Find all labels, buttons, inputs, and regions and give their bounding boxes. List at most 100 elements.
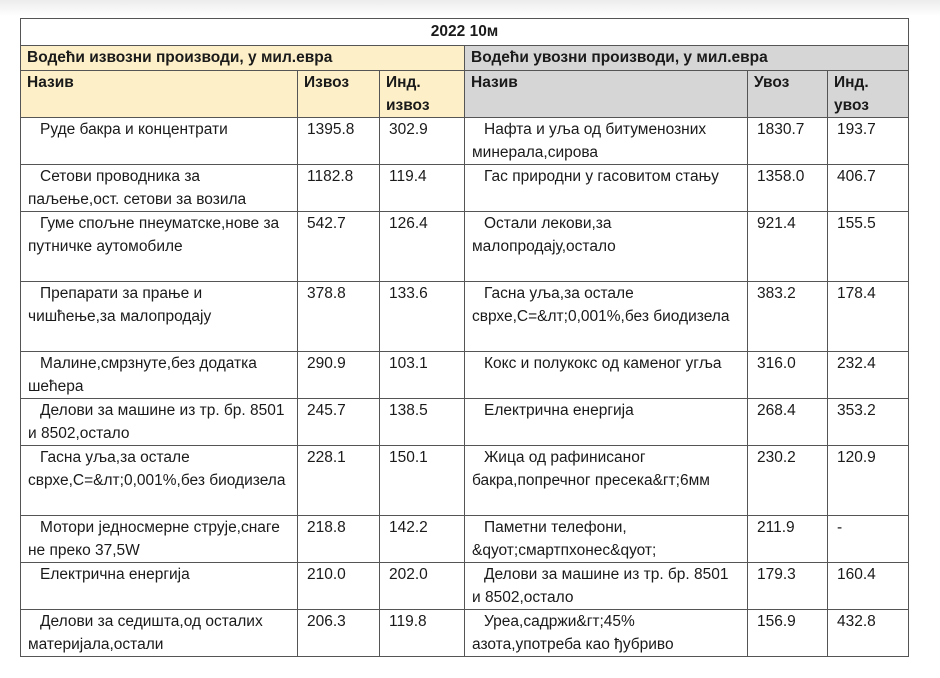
import-index: 120.9 [826, 445, 910, 516]
import-index: 155.5 [826, 211, 910, 282]
import-value: 383.2 [747, 281, 828, 352]
cell-text: Препарати за прање и чишћење,за малопрод… [28, 285, 212, 325]
import-index: 406.7 [826, 164, 910, 212]
column-header-row: Назив Извоз Инд. извоз Назив Увоз Инд. у… [20, 70, 910, 118]
col-header-import-value: Увоз [747, 70, 828, 118]
export-product-name: Препарати за прање и чишћење,за малопрод… [20, 281, 298, 352]
export-index: 302.9 [379, 117, 465, 165]
cell-text: Мотори једносмерне струје,снаге не преко… [28, 519, 280, 559]
cell-text: Уреа,садржи&гт;45% азота,употреба као ђу… [472, 613, 674, 653]
export-index: 119.8 [379, 609, 465, 657]
exports-section-title: Водећи извозни производи, у мил.евра [20, 45, 465, 71]
section-header-row: Водећи извозни производи, у мил.евра Вод… [20, 45, 910, 71]
export-product-name: Гуме спољне пнеуматске,нове за путничке … [20, 211, 298, 282]
export-value: 245.7 [297, 398, 380, 446]
table-row: Руде бакра и концентрати 1395.8 302.9 Нафта… [20, 117, 910, 165]
cell-text: Гасна уља,за остале сврхе,С=&лт;0,001%,б… [472, 285, 730, 325]
cell-text: Малине,смрзнуте,без додатка шећера [28, 355, 257, 395]
cell-text: Електрична енергија [40, 566, 190, 583]
table-row: Електрична енергија 210.0 202.0 Делови за м… [20, 562, 910, 610]
export-product-name: Сетови проводника за паљење,ост. сетови … [20, 164, 298, 212]
cell-text: Остали лекови,за малопродају,остало [472, 215, 616, 255]
cell-text: Нафта и уља од битуменозних минерала,сир… [472, 121, 707, 161]
import-product-name: Гас природни у гасовитом стању [464, 164, 748, 212]
import-product-name: Уреа,садржи&гт;45% азота,употреба као ђу… [464, 609, 748, 657]
cell-text: Руде бакра и концентрати [40, 121, 228, 138]
cell-text: Жица од рафинисаног бакра,попречног прес… [472, 449, 710, 489]
cell-text: Делови за машине из тр. бр. 8501 и 8502,… [472, 566, 729, 606]
cell-text: Паметни телефони, &qуот;смартпхонес&qуот… [472, 519, 657, 559]
page-top-shadow [0, 0, 940, 16]
import-value: 230.2 [747, 445, 828, 516]
export-index: 202.0 [379, 562, 465, 610]
import-value: 211.9 [747, 515, 828, 563]
import-product-name: Кокс и полукокс од каменог угља [464, 351, 748, 399]
export-product-name: Електрична енергија [20, 562, 298, 610]
export-index: 119.4 [379, 164, 465, 212]
export-index: 142.2 [379, 515, 465, 563]
table-row: Гуме спољне пнеуматске,нове за путничке … [20, 211, 910, 282]
table-row: Делови за седишта,од осталих материјала,… [20, 609, 910, 657]
table-row: Сетови проводника за паљење,ост. сетови … [20, 164, 910, 212]
import-index: 178.4 [826, 281, 910, 352]
import-value: 921.4 [747, 211, 828, 282]
title-row: 2022 10м [19, 18, 910, 46]
import-value: 316.0 [747, 351, 828, 399]
export-product-name: Руде бакра и концентрати [20, 117, 298, 165]
export-value: 542.7 [297, 211, 380, 282]
cell-text: Кокс и полукокс од каменог угља [484, 355, 722, 372]
cell-text: Електрична енергија [484, 402, 634, 419]
cell-text: Гас природни у гасовитом стању [484, 168, 719, 185]
import-product-name: Нафта и уља од битуменозних минерала,сир… [464, 117, 748, 165]
table-row: Мотори једносмерне струје,снаге не преко… [20, 515, 910, 563]
table-row: Малине,смрзнуте,без додатка шећера 290.9 1… [20, 351, 910, 399]
trade-table: 2022 10м Водећи извозни производи, у мил… [19, 18, 910, 657]
export-value: 228.1 [297, 445, 380, 516]
import-index: 232.4 [826, 351, 910, 399]
export-index: 138.5 [379, 398, 465, 446]
export-index: 103.1 [379, 351, 465, 399]
export-product-name: Делови за седишта,од осталих материјала,… [20, 609, 298, 657]
export-value: 290.9 [297, 351, 380, 399]
col-header-import-name: Назив [464, 70, 748, 118]
export-index: 133.6 [379, 281, 465, 352]
table-row: Делови за машине из тр. бр. 8501 и 8502,… [20, 398, 910, 446]
import-product-name: Паметни телефони, &qуот;смартпхонес&qуот… [464, 515, 748, 563]
export-product-name: Малине,смрзнуте,без додатка шећера [20, 351, 298, 399]
export-value: 1395.8 [297, 117, 380, 165]
table-row: Гасна уља,за остале сврхе,С=&лт;0,001%,б… [20, 445, 910, 516]
imports-section-title: Водећи увозни производи, у мил.евра [463, 45, 910, 71]
import-value: 268.4 [747, 398, 828, 446]
export-product-name: Делови за машине из тр. бр. 8501 и 8502,… [20, 398, 298, 446]
cell-text: Сетови проводника за паљење,ост. сетови … [28, 168, 247, 208]
import-index: 353.2 [826, 398, 910, 446]
export-value: 218.8 [297, 515, 380, 563]
export-index: 126.4 [379, 211, 465, 282]
col-header-import-index: Инд. увоз [826, 70, 910, 118]
export-value: 210.0 [297, 562, 380, 610]
export-value: 206.3 [297, 609, 380, 657]
import-value: 179.3 [747, 562, 828, 610]
col-header-export-name: Назив [20, 70, 298, 118]
import-value: 156.9 [747, 609, 828, 657]
import-product-name: Остали лекови,за малопродају,остало [464, 211, 748, 282]
cell-text: Делови за машине из тр. бр. 8501 и 8502,… [28, 402, 285, 442]
export-product-name: Гасна уља,за остале сврхе,С=&лт;0,001%,б… [20, 445, 298, 516]
cell-text: Делови за седишта,од осталих материјала,… [28, 613, 263, 653]
export-value: 378.8 [297, 281, 380, 352]
col-header-export-index: Инд. извоз [379, 70, 465, 118]
import-product-name: Електрична енергија [464, 398, 748, 446]
import-value: 1830.7 [747, 117, 828, 165]
import-index: 160.4 [826, 562, 910, 610]
import-index: - [826, 515, 910, 563]
export-index: 150.1 [379, 445, 465, 516]
import-product-name: Жица од рафинисаног бакра,попречног прес… [464, 445, 748, 516]
col-header-export-value: Извоз [297, 70, 380, 118]
export-value: 1182.8 [297, 164, 380, 212]
import-index: 432.8 [826, 609, 910, 657]
import-product-name: Гасна уља,за остале сврхе,С=&лт;0,001%,б… [464, 281, 748, 352]
cell-text: Гасна уља,за остале сврхе,С=&лт;0,001%,б… [28, 449, 286, 489]
export-product-name: Мотори једносмерне струје,снаге не преко… [20, 515, 298, 563]
table-title: 2022 10м [19, 18, 910, 46]
import-product-name: Делови за машине из тр. бр. 8501 и 8502,… [464, 562, 748, 610]
